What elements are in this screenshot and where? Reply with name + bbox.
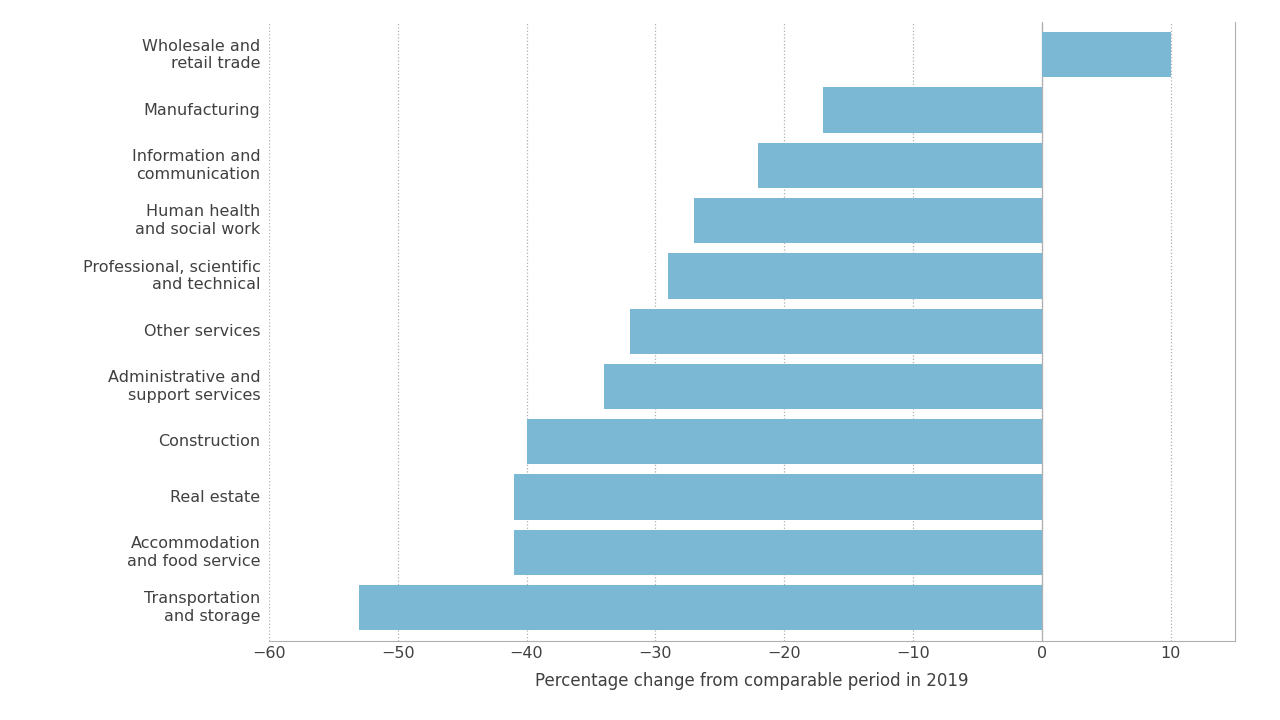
X-axis label: Percentage change from comparable period in 2019: Percentage change from comparable period… (535, 672, 969, 690)
Bar (1042, 32, 1171, 78)
Bar (668, 253, 1042, 299)
Bar (823, 87, 1042, 132)
Bar (604, 364, 1042, 409)
Bar (358, 585, 1042, 630)
Bar (526, 419, 1042, 464)
Bar (513, 474, 1042, 520)
Bar (513, 530, 1042, 575)
Bar (694, 198, 1042, 243)
Bar (759, 143, 1042, 188)
Bar (630, 309, 1042, 354)
